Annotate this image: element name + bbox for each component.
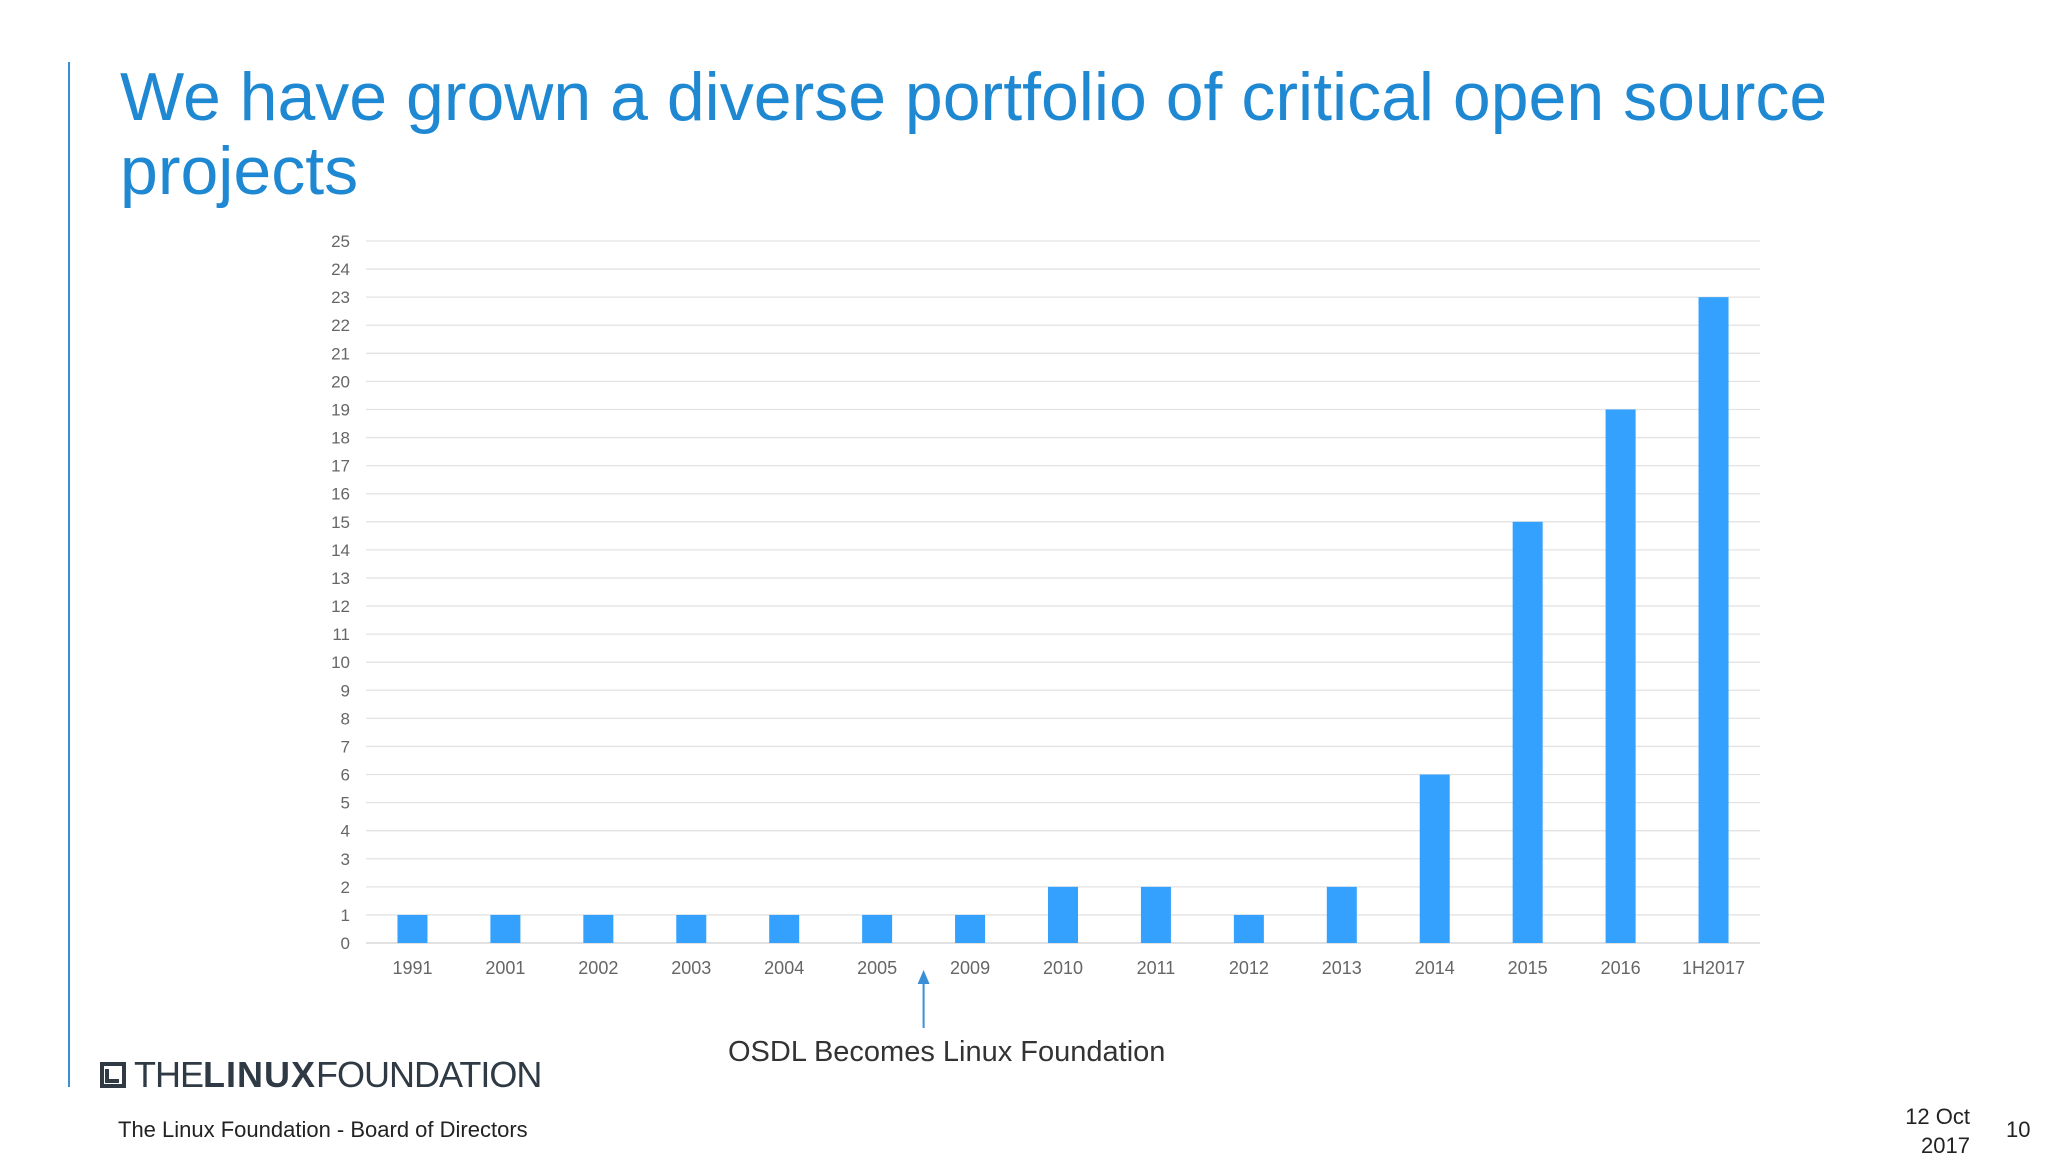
bar-2016 bbox=[1605, 409, 1636, 944]
bar-1991 bbox=[397, 914, 428, 943]
y-tick-label: 25 bbox=[331, 232, 350, 251]
bar-2004 bbox=[769, 914, 800, 943]
bar-2001 bbox=[490, 914, 521, 943]
bar-2002 bbox=[583, 914, 614, 943]
bar-2013 bbox=[1326, 886, 1357, 943]
y-tick-label: 4 bbox=[341, 822, 350, 841]
y-tick-label: 24 bbox=[331, 260, 350, 279]
x-tick-label: 2013 bbox=[1322, 958, 1362, 978]
logo-foundation: FOUNDATION bbox=[316, 1054, 542, 1095]
logo-linux: LINUX bbox=[203, 1054, 316, 1095]
slide-title: We have grown a diverse portfolio of cri… bbox=[120, 59, 1828, 209]
x-tick-label: 1H2017 bbox=[1682, 958, 1745, 978]
x-tick-label: 2014 bbox=[1415, 958, 1455, 978]
x-tick-label: 2001 bbox=[485, 958, 525, 978]
x-tick-label: 2009 bbox=[950, 958, 990, 978]
left-accent-rule bbox=[68, 62, 70, 1087]
footer-date: 12 Oct 2017 bbox=[1880, 1102, 1970, 1160]
y-tick-label: 7 bbox=[341, 737, 350, 756]
y-tick-label: 5 bbox=[341, 794, 350, 813]
footer-date-year: 2017 bbox=[1921, 1133, 1970, 1158]
footer-date-day-month: 12 Oct bbox=[1905, 1104, 1970, 1129]
x-tick-label: 2005 bbox=[857, 958, 897, 978]
bar-2014 bbox=[1419, 774, 1450, 943]
x-tick-label: 2016 bbox=[1601, 958, 1641, 978]
y-tick-label: 6 bbox=[341, 766, 350, 785]
x-tick-label: 2010 bbox=[1043, 958, 1083, 978]
y-tick-label: 9 bbox=[341, 681, 350, 700]
x-tick-label: 1991 bbox=[392, 958, 432, 978]
x-tick-label: 2015 bbox=[1508, 958, 1548, 978]
x-tick-label: 2003 bbox=[671, 958, 711, 978]
bar-1H2017 bbox=[1698, 297, 1729, 943]
y-tick-label: 8 bbox=[341, 709, 350, 728]
x-tick-label: 2002 bbox=[578, 958, 618, 978]
y-tick-label: 14 bbox=[331, 541, 350, 560]
bar-2015 bbox=[1512, 521, 1543, 943]
y-tick-label: 13 bbox=[331, 569, 350, 588]
bar-2011 bbox=[1140, 886, 1171, 943]
annotation-label: OSDL Becomes Linux Foundation bbox=[728, 1036, 1166, 1068]
bar-2005 bbox=[862, 914, 893, 943]
y-tick-label: 16 bbox=[331, 485, 350, 504]
y-tick-label: 23 bbox=[331, 288, 350, 307]
y-tick-label: 21 bbox=[331, 344, 350, 363]
y-tick-label: 20 bbox=[331, 372, 350, 391]
y-tick-label: 22 bbox=[331, 316, 350, 335]
x-tick-label: 2012 bbox=[1229, 958, 1269, 978]
linux-foundation-bracket-icon bbox=[100, 1062, 126, 1088]
y-tick-label: 11 bbox=[332, 625, 350, 644]
logo-the: THE bbox=[134, 1054, 204, 1095]
x-tick-label: 2011 bbox=[1137, 958, 1176, 978]
bar-2012 bbox=[1233, 914, 1264, 943]
y-tick-label: 15 bbox=[331, 513, 350, 532]
x-tick-label: 2004 bbox=[764, 958, 804, 978]
bar-2009 bbox=[955, 914, 986, 943]
y-tick-label: 19 bbox=[331, 400, 350, 419]
page-number: 10 bbox=[2006, 1117, 2031, 1142]
annotation-arrow-head bbox=[917, 970, 930, 984]
linux-foundation-logo: THE LINUX FOUNDATION bbox=[100, 1054, 542, 1095]
footer-presentation-name: The Linux Foundation - Board of Director… bbox=[118, 1117, 528, 1142]
y-tick-label: 10 bbox=[331, 653, 350, 672]
y-tick-label: 18 bbox=[331, 429, 350, 448]
y-tick-label: 0 bbox=[341, 934, 350, 953]
bar-2003 bbox=[676, 914, 707, 943]
y-tick-label: 2 bbox=[341, 878, 350, 897]
y-tick-label: 3 bbox=[341, 850, 350, 869]
bar-2010 bbox=[1048, 886, 1078, 943]
y-tick-label: 1 bbox=[341, 906, 350, 925]
y-tick-label: 12 bbox=[331, 597, 350, 616]
y-tick-label: 17 bbox=[331, 457, 350, 476]
